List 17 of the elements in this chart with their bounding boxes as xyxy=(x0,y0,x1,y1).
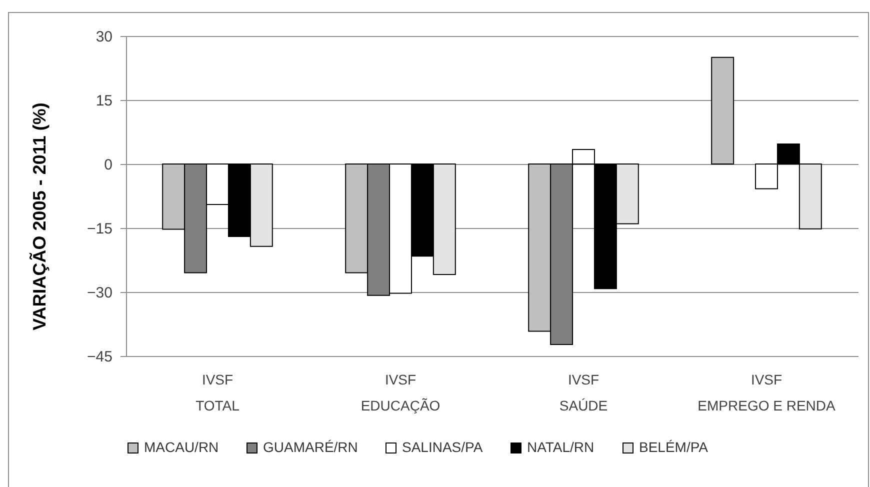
legend-label: NATAL/RN xyxy=(527,439,594,455)
x-tick-label: IVSF EMPREGO E RENDA xyxy=(698,372,836,414)
x-tick-label: IVSF TOTAL xyxy=(196,372,240,414)
bar xyxy=(711,56,734,164)
y-axis-title: VARIAÇÃO 2005 - 2011 (%) xyxy=(28,102,50,330)
y-tick-label: −45 xyxy=(87,348,112,366)
x-tick-label: IVSF SAÚDE xyxy=(559,372,608,414)
y-tick-label: 30 xyxy=(96,28,112,46)
y-tick-label: −15 xyxy=(87,220,112,238)
legend-label: GUAMARÉ/RN xyxy=(263,439,358,455)
legend-label: MACAU/RN xyxy=(144,439,219,455)
y-tick-label: 0 xyxy=(104,156,112,174)
y-tick-label: −30 xyxy=(87,284,112,302)
y-tick-label: 15 xyxy=(96,92,112,110)
x-tick-label: IVSF EDUCAÇÃO xyxy=(360,372,440,414)
legend-label: SALINAS/PA xyxy=(402,439,484,455)
legend-label: BELÉM/PA xyxy=(639,439,709,455)
